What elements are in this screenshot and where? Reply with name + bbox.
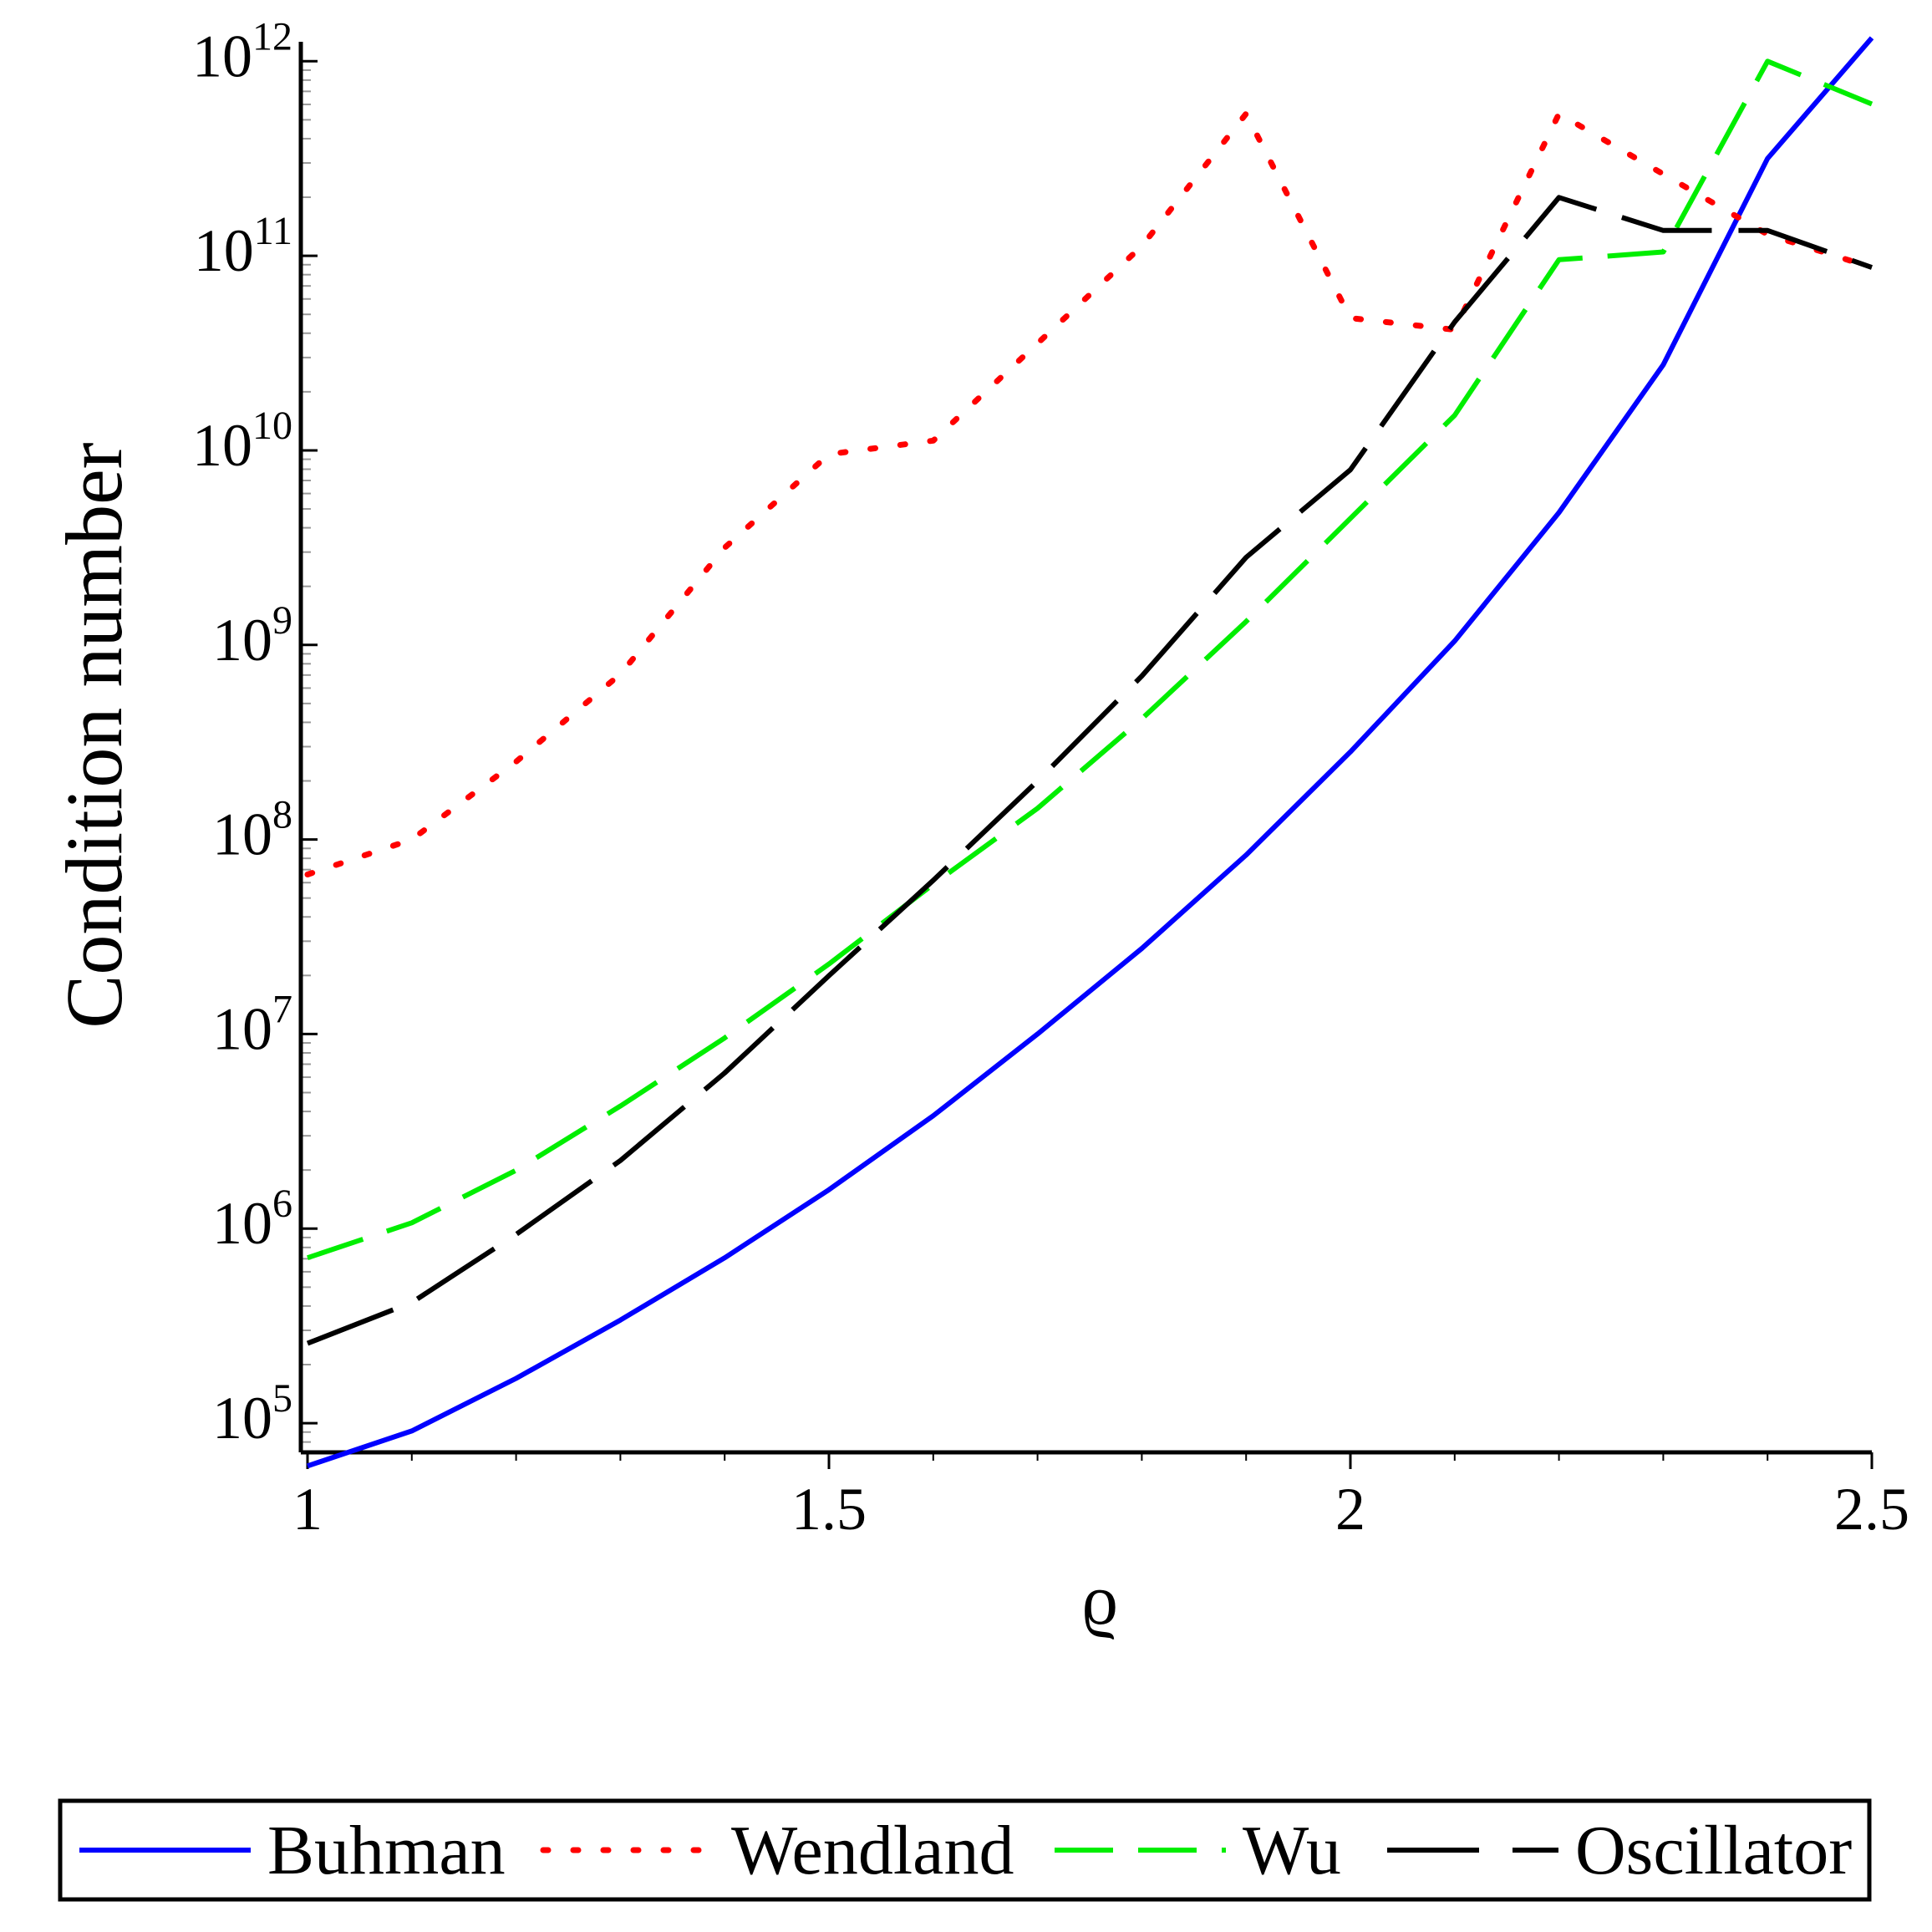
y-tick-label: 107 xyxy=(212,987,292,1062)
legend-label: Wu xyxy=(1243,1812,1341,1889)
y-tick-label: 1011 xyxy=(194,209,292,284)
y-axis: 105 106 107 108 109 1010 1011 1012 xyxy=(192,14,318,1452)
legend-entry-wendland: Wendland xyxy=(540,1812,1014,1889)
x-axis: 1 1.5 2 2.5 xyxy=(292,1450,1909,1543)
x-tick-label: 2.5 xyxy=(1834,1476,1909,1543)
series-wendland-line xyxy=(304,110,1875,877)
y-tick-label: 1010 xyxy=(192,404,292,479)
legend-entry-buhman: Buhman xyxy=(79,1812,506,1889)
x-tick-label: 1 xyxy=(292,1476,323,1543)
legend-box xyxy=(58,1798,1872,1902)
legend-label: Wendland xyxy=(731,1812,1014,1889)
series-wu-line xyxy=(307,58,1874,1261)
series-layer xyxy=(304,36,1875,1469)
y-tick-label: 108 xyxy=(212,793,292,868)
y-tick-label: 105 xyxy=(212,1376,292,1452)
legend-label: Buhman xyxy=(267,1812,506,1889)
x-tick-label: 2 xyxy=(1335,1476,1365,1543)
legend: Buhman Wendland Wu Oscillator xyxy=(58,1798,1872,1902)
y-tick-label: 109 xyxy=(212,598,292,674)
legend-entry-oscillator: Oscillator xyxy=(1387,1812,1852,1889)
legend-label: Oscillator xyxy=(1575,1812,1852,1889)
y-tick-label: 106 xyxy=(212,1182,292,1257)
series-oscillator-line xyxy=(306,195,1874,1346)
x-tick-label: 1.5 xyxy=(791,1476,867,1543)
series-buhman-line xyxy=(307,36,1874,1469)
legend-entry-wu: Wu xyxy=(1055,1812,1341,1889)
x-axis-title: ϱ xyxy=(1081,1559,1118,1640)
y-axis-title: Condition number xyxy=(49,442,139,1028)
y-tick-label: 1012 xyxy=(192,14,292,89)
